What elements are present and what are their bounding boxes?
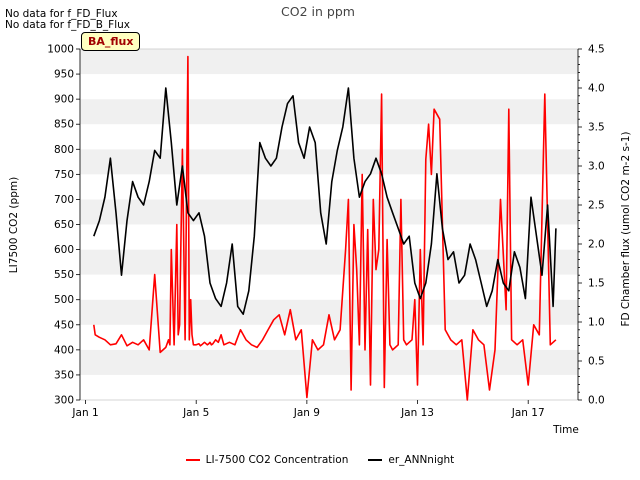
grid-band: [80, 174, 578, 200]
y-tick-label: 750: [54, 169, 74, 181]
x-tick-label: Jan 1: [71, 407, 98, 419]
legend-label-li7500: LI-7500 CO2 Concentration: [205, 454, 349, 466]
y-tick-label: 950: [54, 69, 74, 81]
y-tick-label: 300: [54, 395, 74, 407]
y-tick-label: 800: [54, 144, 74, 156]
y2-tick-label: 1.0: [588, 317, 605, 329]
x-tick-label: Jan 9: [293, 407, 320, 419]
y-tick-label: 900: [54, 94, 74, 106]
grid-band: [80, 99, 578, 125]
no-data-note-fd-b-flux: No data for f_FD_B_Flux: [5, 19, 130, 31]
series-line-er-annnight: [93, 87, 557, 316]
legend-label-er-annnight: er_ANNnight: [388, 454, 455, 466]
legend-swatch-li7500: [185, 459, 200, 461]
grid-band: [80, 224, 578, 250]
legend-item-li7500: LI-7500 CO2 Concentration: [185, 454, 349, 466]
y2-tick-label: 2.0: [588, 239, 605, 251]
y2-tick-label: 3.5: [588, 122, 605, 134]
y2-tick-label: 3.0: [588, 161, 605, 173]
y-tick-label: 850: [54, 119, 74, 131]
grid-band: [80, 324, 578, 350]
grid-band: [80, 299, 578, 325]
legend: LI-7500 CO2 Concentration er_ANNnight: [0, 454, 640, 466]
y-tick-label: 550: [54, 269, 74, 281]
y-tick-label: 650: [54, 219, 74, 231]
y2-tick-label: 0.5: [588, 356, 605, 368]
y-tick-label: 600: [54, 244, 74, 256]
grid-band: [80, 74, 578, 100]
y2-tick-label: 2.5: [588, 200, 605, 212]
y-tick-label: 350: [54, 369, 74, 381]
legend-item-er-annnight: er_ANNnight: [368, 454, 454, 466]
no-data-note-fd-flux: No data for f_FD_Flux: [5, 8, 118, 20]
y2-tick-label: 1.5: [588, 278, 605, 290]
x-axis-label: Time: [552, 424, 579, 436]
x-tick-label: Jan 17: [511, 407, 545, 419]
x-tick-label: Jan 13: [400, 407, 434, 419]
grid-bands: [80, 49, 578, 400]
y2-tick-label: 4.5: [588, 44, 605, 56]
grid-band: [80, 349, 578, 375]
chart-title: CO2 in ppm: [281, 4, 355, 19]
grid-band: [80, 149, 578, 175]
grid-band: [80, 374, 578, 400]
axes-layer: 300 350 400 450 500 550 600 650 700 750 800 850 900 9…: [47, 44, 604, 420]
y-tick-label: 500: [54, 294, 74, 306]
y-axis-label: LI7500 CO2 (ppm): [8, 177, 20, 273]
ba-flux-badge: BA_flux: [81, 32, 141, 51]
y2-axis-label: FD Chamber flux (umol CO2 m-2 s-1): [620, 131, 632, 326]
x-tick-label: Jan 5: [182, 407, 209, 419]
y-tick-label: 700: [54, 194, 74, 206]
y2-tick-label: 0.0: [588, 395, 605, 407]
y-tick-label: 400: [54, 344, 74, 356]
grid-band: [80, 124, 578, 150]
grid-band: [80, 49, 578, 75]
y-tick-label: 450: [54, 319, 74, 331]
grid-band: [80, 249, 578, 275]
series-line-li7500: [93, 55, 557, 401]
legend-swatch-er-annnight: [368, 459, 383, 461]
y2-tick-label: 4.0: [588, 83, 605, 95]
y-tick-label: 1000: [47, 44, 74, 56]
series-layer: [93, 55, 557, 401]
